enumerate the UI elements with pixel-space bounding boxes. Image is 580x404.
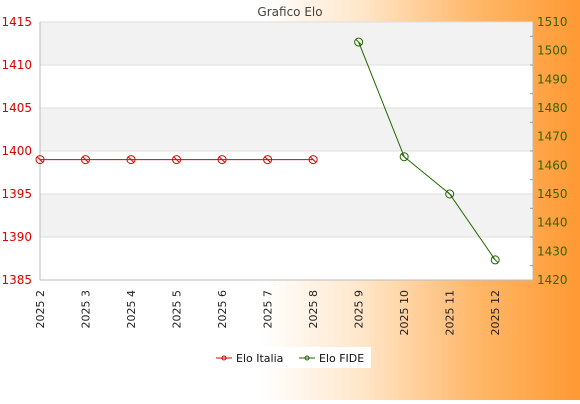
data-point (445, 189, 455, 199)
x-tick-label: 2025 2 (34, 290, 47, 329)
x-tick-label: 2025 6 (216, 290, 229, 329)
x-tick-label: 2025 11 (444, 290, 457, 336)
right-tick-label: 1500 (537, 44, 568, 58)
legend-swatch-marker (304, 355, 310, 361)
data-point (308, 155, 318, 165)
series-line-elo-fide (358, 41, 496, 261)
left-tick-label: 1385 (1, 273, 32, 287)
data-point (81, 155, 91, 165)
x-tick-label: 2025 7 (262, 290, 275, 329)
right-tick-label: 1480 (537, 101, 568, 115)
right-tick-label: 1510 (537, 15, 568, 29)
left-tick-label: 1405 (1, 101, 32, 115)
x-tick-label: 2025 12 (489, 290, 502, 336)
left-tick-label: 1395 (1, 187, 32, 201)
x-tick-label: 2025 4 (125, 290, 138, 329)
data-point-cross (219, 156, 225, 163)
legend-box (210, 347, 371, 368)
left-tick-label: 1415 (1, 15, 32, 29)
x-tick-label: 2025 8 (307, 290, 320, 329)
data-point (399, 152, 409, 162)
data-point-cross (310, 156, 316, 163)
right-tick-label: 1450 (537, 187, 568, 201)
grid-band (40, 108, 533, 151)
right-tick-label: 1430 (537, 244, 568, 258)
legend-swatch-marker (221, 355, 227, 361)
data-point-cross (173, 156, 180, 163)
right-tick-label: 1490 (537, 72, 568, 86)
data-point-cross (492, 257, 499, 263)
data-point-cross (401, 153, 408, 160)
data-point (217, 155, 227, 165)
right-tick-label: 1460 (537, 158, 568, 172)
data-point-cross (82, 156, 89, 163)
data-point (490, 255, 500, 265)
x-tick-label: 2025 10 (398, 290, 411, 336)
data-point (35, 155, 45, 165)
legend-label: Elo Italia (236, 352, 283, 365)
left-tick-label: 1410 (1, 58, 32, 72)
x-tick-label: 2025 9 (353, 290, 366, 329)
x-tick-label: 2025 5 (171, 290, 184, 329)
right-tick-label: 1440 (537, 216, 568, 230)
right-tick-label: 1420 (537, 273, 568, 287)
data-point-cross (264, 156, 271, 163)
legend-label: Elo FIDE (319, 352, 364, 365)
data-point-cross (37, 156, 43, 163)
grid-band (40, 22, 533, 65)
data-point-cross (128, 156, 134, 163)
data-point (126, 155, 136, 165)
legend: Elo Italia Elo FIDE (210, 347, 371, 368)
data-point-cross (355, 39, 362, 45)
data-point (354, 37, 364, 47)
grid-band (40, 194, 533, 237)
right-tick-label: 1470 (537, 130, 568, 144)
left-tick-label: 1400 (1, 144, 32, 158)
data-point-cross (446, 191, 453, 197)
chart-title: Grafico Elo (257, 5, 322, 19)
data-point (172, 155, 182, 165)
data-point (263, 155, 273, 165)
left-tick-label: 1390 (1, 230, 32, 244)
x-tick-label: 2025 3 (80, 290, 93, 329)
